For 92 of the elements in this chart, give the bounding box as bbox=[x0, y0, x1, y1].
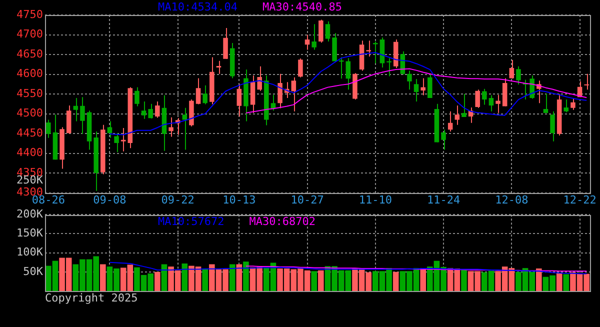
candlestick bbox=[46, 119, 51, 138]
bar bbox=[161, 264, 168, 291]
y-tick-label: 4450 bbox=[16, 126, 43, 140]
candlestick bbox=[168, 116, 174, 138]
x-tick-label: 12-22 bbox=[563, 193, 596, 206]
bar bbox=[202, 268, 208, 291]
x-tick-label: 09-08 bbox=[93, 193, 126, 206]
candlestick bbox=[155, 101, 160, 118]
y-tick-label: 4550 bbox=[16, 86, 43, 100]
y-tick-label: 50K bbox=[23, 264, 44, 278]
candlestick bbox=[564, 99, 569, 113]
bar bbox=[229, 264, 236, 291]
bar bbox=[556, 273, 562, 291]
bar bbox=[392, 272, 399, 291]
candlestick bbox=[107, 120, 112, 138]
y-tick-label: 4600 bbox=[16, 67, 43, 80]
candlestick bbox=[318, 19, 324, 44]
candlestick bbox=[543, 93, 548, 114]
candlestick bbox=[346, 58, 351, 90]
candlestick bbox=[509, 60, 514, 80]
x-tick-label: 10-27 bbox=[290, 193, 324, 206]
x-tick-label: 11-24 bbox=[426, 193, 460, 206]
candlestick bbox=[202, 84, 208, 105]
candlestick bbox=[291, 76, 296, 112]
candlestick bbox=[80, 96, 85, 134]
x-tick-label: 11-10 bbox=[358, 193, 392, 206]
candlestick bbox=[475, 89, 480, 108]
text: MA30:4540.85 bbox=[262, 0, 342, 14]
candlestick bbox=[462, 94, 466, 118]
text: Copyright 2025 bbox=[45, 291, 138, 304]
x-tick-label: 12-08 bbox=[495, 193, 528, 206]
candlestick bbox=[428, 73, 432, 98]
bar bbox=[154, 272, 160, 291]
candlestick bbox=[570, 97, 576, 110]
y-tick-label: 100K bbox=[16, 246, 44, 259]
candlestick bbox=[223, 28, 228, 60]
candlestick bbox=[141, 101, 146, 120]
candlestick bbox=[441, 129, 446, 150]
candlestick bbox=[134, 86, 140, 107]
bar bbox=[563, 274, 570, 291]
y-tick-label: 4400 bbox=[16, 146, 43, 160]
candlestick bbox=[196, 78, 201, 105]
y-tick-label: 4500 bbox=[16, 106, 43, 120]
candlestick bbox=[488, 94, 494, 112]
candlestick bbox=[482, 88, 487, 106]
candlestick bbox=[516, 66, 521, 86]
candlestick bbox=[114, 132, 119, 153]
candlestick bbox=[448, 110, 453, 132]
text: MA30:68702 bbox=[249, 214, 316, 228]
bar bbox=[536, 268, 542, 291]
candlestick bbox=[454, 104, 460, 126]
candlestick bbox=[257, 66, 262, 92]
candlestick bbox=[496, 94, 500, 114]
x-tick-label: 10-13 bbox=[222, 193, 256, 206]
y-tick-label: 4700 bbox=[16, 28, 43, 41]
candlestick bbox=[278, 73, 282, 109]
text: MA10:4534.04 bbox=[158, 0, 238, 14]
candlestick bbox=[584, 73, 589, 90]
candlestick bbox=[304, 34, 310, 50]
candlestick bbox=[120, 128, 126, 152]
bar bbox=[311, 271, 317, 291]
candlestick bbox=[550, 110, 555, 142]
bar bbox=[100, 264, 106, 291]
candlestick bbox=[216, 60, 222, 74]
candlestick bbox=[250, 74, 256, 114]
candlestick bbox=[73, 97, 78, 122]
candlestick bbox=[148, 103, 153, 120]
bar bbox=[461, 269, 467, 291]
candlestick bbox=[66, 104, 72, 134]
bar bbox=[182, 263, 188, 291]
candlestick bbox=[502, 78, 508, 107]
text: MA10:57672 bbox=[158, 214, 224, 228]
candlestick bbox=[420, 78, 426, 96]
candlestick bbox=[312, 24, 316, 50]
bar bbox=[236, 264, 242, 291]
y-tick-label: 4750 bbox=[16, 8, 43, 21]
candlestick bbox=[366, 40, 371, 57]
candlestick bbox=[407, 70, 412, 90]
y-tick-label: 4650 bbox=[16, 47, 43, 60]
bar bbox=[420, 268, 426, 291]
candlestick bbox=[386, 58, 392, 77]
candlestick bbox=[332, 32, 337, 63]
bar bbox=[318, 270, 324, 291]
candlestick bbox=[298, 58, 303, 78]
candlestick bbox=[236, 84, 242, 118]
x-tick-label: 09-22 bbox=[161, 193, 194, 206]
y-tick-label: 200K bbox=[16, 207, 44, 220]
y-tick-label: 150K bbox=[16, 226, 44, 240]
candlestick bbox=[414, 78, 419, 102]
candlestick bbox=[325, 20, 330, 42]
bar bbox=[243, 262, 249, 291]
candlestick bbox=[182, 107, 188, 150]
